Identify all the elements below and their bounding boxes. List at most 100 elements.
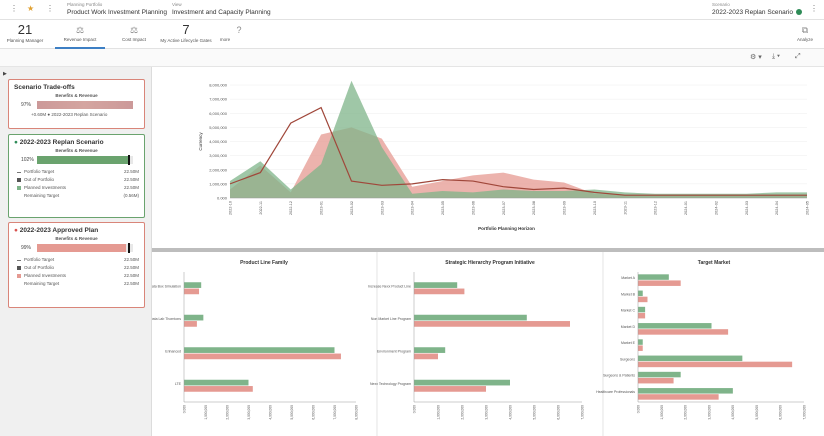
category-label: Market C [621,309,636,313]
replan-row: Remaining Target (0.56M) [24,193,139,198]
replan-bar [638,388,733,394]
breakdown-bar-charts[interactable]: Product Line Family EBS - Data Box Simula… [152,252,824,436]
more-vertical-icon-right[interactable]: ⋮ [810,4,818,13]
collapse-triangle-icon[interactable]: ▶ [3,71,7,77]
category-label: Increase Nexx Product Line [368,284,411,288]
approved-progress-bar [37,243,133,253]
approved-bar [638,377,674,384]
replan-bar [414,314,527,321]
red-dot-icon: ● [14,227,18,234]
panel-splitter[interactable] [152,248,824,252]
cost-impact-button[interactable]: ⚖ Cost Impact [112,20,156,49]
planning-manager-button[interactable]: 21 Planning Manager [4,20,46,49]
planning-manager-label: Planning Manager [6,38,44,43]
analyze-label: Analyze [796,37,813,42]
x-tick-label: 3,000,000 [247,405,251,420]
approved-bar [638,345,643,351]
x-tick-label: 2024-04 [775,201,779,215]
replan-bar [638,323,712,329]
portfolio-selector[interactable]: Planning Portfolio Product Work Investme… [67,2,167,17]
approved-percent: 99% [21,245,32,251]
settings-gear-icon[interactable]: ⚙ ▾ [750,54,762,61]
lifecycle-gates-button[interactable]: 7 My Active Lifecycle Gates [160,20,212,49]
approved-bar [638,361,793,368]
approved-subtitle: Benefits & Revenue [55,236,98,241]
main-area-chart[interactable]: 0.000 1,000,000 2,000,000 3,000,000 4,000,00… [152,67,824,248]
y-axis-label: Currency [198,132,203,151]
top-bar: ⋮ ★ ⋮ Planning Portfolio Product Work In… [0,0,824,20]
expand-icon[interactable]: ⤢ [795,53,801,60]
target-line [229,106,807,196]
replan-title: 2022-2023 Replan Scenario [19,139,104,146]
tradeoffs-bar [37,101,133,109]
replan-area [230,80,807,198]
x-tick-label: 2023-09 [563,201,567,215]
x-tick-label: 2023-08 [532,201,536,215]
category-label: Surgeons [620,357,635,361]
x-tick-label: 6,000,000 [779,405,783,420]
help-button[interactable]: ? [232,20,246,49]
category-label: Surgeons & Patients [603,374,635,378]
x-tick-label: 5,000,000 [532,405,536,420]
x-tick-label: 1,000,000 [660,405,664,420]
more-button[interactable]: more [214,20,236,49]
x-tick-label: 0.000 [636,405,640,413]
x-tick-label: 4,000,000 [268,405,272,420]
x-tick-label: 2023-03 [380,201,384,215]
category-label: LTE [175,382,182,386]
approved-plan-card[interactable]: ● 2022-2023 Approved Plan Benefits & Rev… [8,222,145,308]
x-tick-label: 2,000,000 [460,405,464,420]
menu-grid-icon[interactable]: ⋮ [10,4,18,13]
replan-subtitle: Benefits & Revenue [55,148,98,153]
replan-target-marker [128,155,130,165]
x-tick-label: 6,000,000 [556,405,560,420]
green-dot-icon: ● [14,139,18,146]
lifecycle-gates-count: 7 [182,22,190,37]
x-tick-label: 3,000,000 [707,405,711,420]
approved-progress-fill [37,244,127,252]
x-tick-label: 7,000,000 [333,405,337,420]
analyze-icon: ⧉ [801,25,809,35]
lifecycle-gates-label: My Active Lifecycle Gates [160,38,212,43]
more-label: more [219,37,231,42]
replan-bar [638,274,669,280]
view-selector[interactable]: View Investment and Capacity Planning [172,2,271,17]
y-tick-label: 8,000,000 [209,83,228,88]
replan-bar [184,379,249,386]
x-tick-label: 1,000,000 [204,405,208,420]
scale-icon: ⚖ [75,25,85,35]
x-tick-label: 0.000 [412,405,416,413]
category-label: Non Market Line Program [371,317,411,321]
download-icon[interactable]: ⤓ ▾ [772,53,780,60]
more-vertical-icon[interactable]: ⋮ [46,4,54,13]
approved-bar [638,312,646,319]
view-value: Investment and Capacity Planning [172,9,271,16]
tradeoffs-card[interactable]: Scenario Trade-offs Benefits & Revenue 9… [8,79,145,129]
replan-bar [638,290,643,297]
analyze-button[interactable]: ⧉ Analyze [790,20,820,49]
replan-progress-bar [37,155,133,165]
replan-row: Out of Portfolio 22.50M [17,176,139,184]
x-tick-label: 0.000 [182,405,186,413]
replan-scenario-card[interactable]: ● 2022-2023 Replan Scenario Benefits & R… [8,134,145,218]
tradeoffs-percent: 97% [21,102,32,108]
x-tick-label: 5,000,000 [755,405,759,420]
scenario-selector[interactable]: Scenario 2022-2023 Replan Scenario [712,2,802,17]
replan-bar [414,347,446,353]
approved-row: Remaining Target 22.50M [24,281,139,286]
x-tick-label: 7,000,000 [580,405,584,420]
x-tick-label: 2024-02 [714,201,718,215]
replan-bar [184,347,335,353]
favorite-star-icon[interactable]: ★ [27,4,35,13]
category-label: Market B [621,292,636,296]
x-tick-label: 4,000,000 [731,405,735,420]
x-tick-label: 2023-11 [623,201,627,215]
replan-bar [414,379,510,386]
x-tick-label: 2023-06 [471,201,475,215]
tradeoffs-legend: +0.60M ● 2022-2023 Replan Scenario [31,112,108,117]
x-tick-label: 6,000,000 [311,405,315,420]
x-tick-label: 5,000,000 [290,405,294,420]
revenue-impact-button[interactable]: ⚖ Revenue Impact [55,20,105,49]
x-axis-label: Portfolio Planning Horizon [478,226,535,231]
approved-bar [414,321,570,327]
